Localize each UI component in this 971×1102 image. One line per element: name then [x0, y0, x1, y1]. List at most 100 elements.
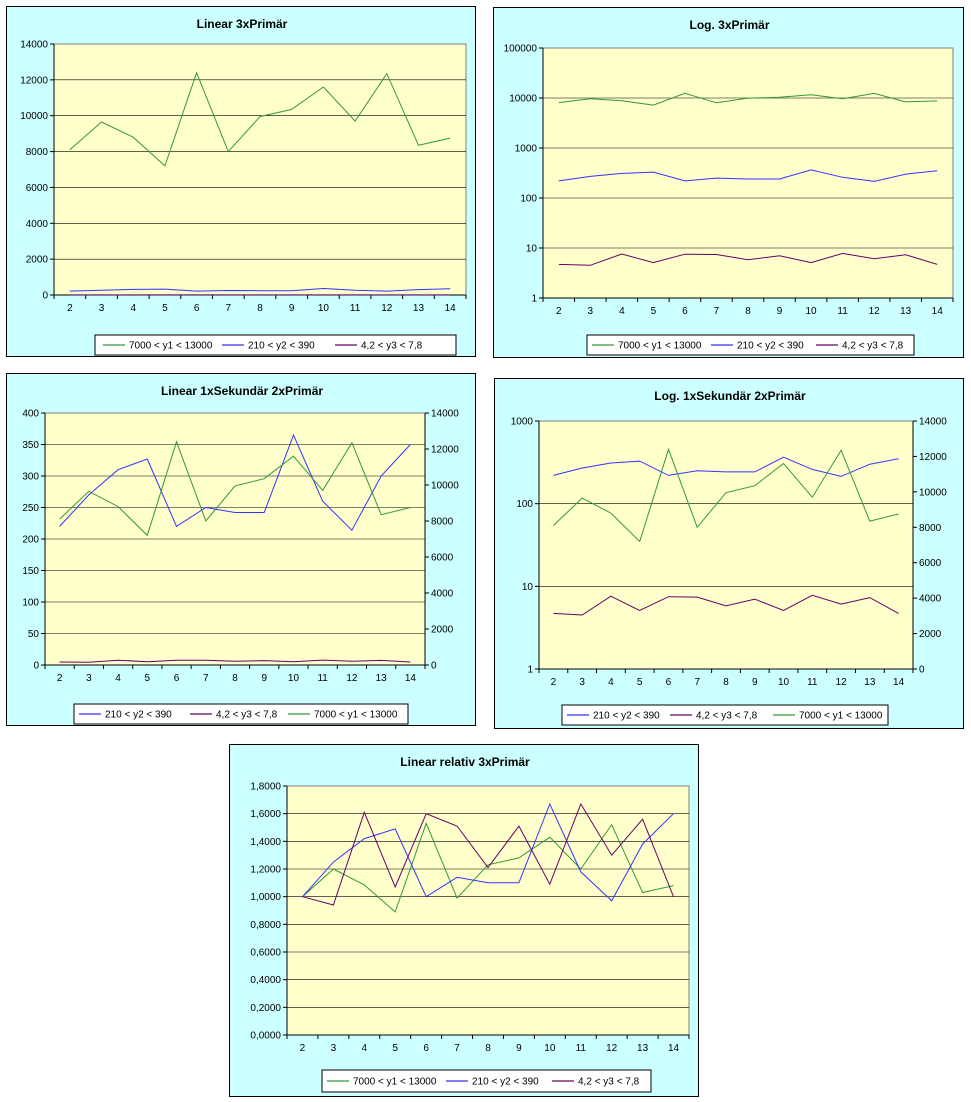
legend-label: 4,2 < y3 < 7,8 — [578, 1077, 640, 1088]
y-tick-label: 14000 — [20, 40, 48, 51]
y-tick-label: 10000 — [509, 94, 537, 105]
y-tick-label: 1 — [531, 294, 537, 305]
y-tick-label: 0 — [42, 291, 48, 302]
x-tick-label: 7 — [226, 303, 232, 314]
x-tick-label: 6 — [174, 673, 180, 684]
x-tick-label: 5 — [637, 677, 643, 688]
x-tick-label: 6 — [194, 303, 200, 314]
series-line — [558, 92, 938, 106]
legend-label: 4,2 < y3 < 7,8 — [361, 341, 423, 352]
x-tick-label: 9 — [777, 306, 783, 317]
x-tick-label: 5 — [651, 306, 657, 317]
legend — [321, 1069, 652, 1093]
y-tick-label: 1,6000 — [250, 809, 281, 820]
x-tick-label: 4 — [619, 306, 625, 317]
x-tick-label: 3 — [86, 673, 92, 684]
chart-linear-3xprimar-svg: Linear 3xPrimär 0 2000 4000 6000 8000 10000 120… — [20, 17, 467, 356]
legend-label: 4,2 < y3 < 7,8 — [696, 711, 758, 722]
x-tick-label: 11 — [317, 673, 328, 684]
x-tick-label: 11 — [837, 306, 848, 317]
x-tick-label: 2 — [556, 306, 562, 317]
x-tick-label: 13 — [376, 673, 388, 684]
y2-tick-label: 14000 — [431, 409, 459, 420]
chart-title: Log. 1xSekundär 2xPrimär — [654, 389, 806, 403]
series-line — [69, 287, 451, 292]
x-tick-label: 4 — [130, 303, 136, 314]
y-tick-label: 350 — [22, 440, 39, 451]
y2-tick-label: 4000 — [919, 594, 942, 605]
y2-tick-label: 12000 — [431, 445, 459, 456]
x-tick-label: 5 — [392, 1043, 398, 1054]
y-tick-label: 1,2000 — [250, 865, 281, 876]
y2-tick-label: 10000 — [919, 487, 947, 498]
y2-tick-label: 2000 — [919, 629, 942, 640]
series-line — [59, 659, 411, 663]
y2-tick-label: 2000 — [431, 625, 454, 636]
chart-title: Log. 3xPrimär — [689, 18, 769, 32]
chart-log-3xprimar: Log. 3xPrimär 1 10 100 1000 10000 100000 2 3 4 5 6 7… — [493, 7, 964, 358]
x-tick-label: 8 — [257, 303, 263, 314]
x-tick-label: 12 — [606, 1043, 618, 1054]
y-tick-label: 6000 — [26, 183, 49, 194]
chart-title: Linear 1xSekundär 2xPrimär — [161, 384, 323, 398]
y-tick-label: 300 — [22, 472, 39, 483]
x-tick-label: 8 — [745, 306, 751, 317]
series-line — [558, 169, 938, 182]
x-tick-label: 11 — [807, 677, 818, 688]
legend — [561, 704, 889, 726]
x-tick-label: 13 — [637, 1043, 649, 1054]
plot-area — [538, 420, 914, 670]
y-tick-label: 0,4000 — [250, 975, 281, 986]
y-tick-label: 8000 — [26, 147, 49, 158]
y2-tick-label: 14000 — [919, 417, 947, 428]
chart-linear-relativ: Linear relativ 3xPrimär 0,0000 0,2000 0,400… — [229, 744, 699, 1097]
series-line — [59, 433, 411, 532]
y-tick-label: 0,8000 — [250, 920, 281, 931]
x-tick-label: 14 — [445, 303, 457, 314]
y-tick-label: 10 — [526, 244, 538, 255]
x-tick-label: 7 — [454, 1043, 460, 1054]
legend-label: 7000 < y1 < 13000 — [799, 711, 883, 722]
x-tick-label: 8 — [485, 1043, 491, 1054]
legend-label: 210 < y2 < 390 — [248, 341, 315, 352]
series-line — [59, 440, 411, 537]
x-tick-label: 3 — [588, 306, 594, 317]
y2-tick-label: 0 — [431, 661, 437, 672]
series-line — [553, 594, 899, 616]
chart-log-3xprimar-svg: Log. 3xPrimär 1 10 100 1000 10000 100000 2 3 4 5 6 7… — [504, 18, 954, 356]
y-tick-label: 4000 — [26, 219, 49, 230]
x-tick-label: 3 — [99, 303, 105, 314]
x-tick-label: 10 — [288, 673, 300, 684]
x-tick-label: 9 — [261, 673, 267, 684]
x-tick-label: 9 — [752, 677, 758, 688]
legend-label: 7000 < y1 < 13000 — [618, 341, 702, 352]
x-tick-label: 7 — [203, 673, 209, 684]
x-tick-label: 4 — [362, 1043, 368, 1054]
x-tick-label: 4 — [608, 677, 614, 688]
y2-tick-label: 8000 — [431, 517, 454, 528]
x-tick-label: 8 — [723, 677, 729, 688]
chart-log-sekundar: Log. 1xSekundär 2xPrimär 1 10 100 1000 0 2000 4… — [494, 378, 964, 729]
y-tick-label: 1000 — [511, 417, 534, 428]
x-tick-label: 10 — [318, 303, 330, 314]
y-tick-label: 100000 — [504, 44, 538, 55]
x-tick-label: 13 — [413, 303, 425, 314]
y-tick-label: 0,6000 — [250, 948, 281, 959]
x-tick-label: 3 — [331, 1043, 337, 1054]
plot-area — [53, 43, 467, 296]
x-tick-label: 10 — [806, 306, 818, 317]
y2-tick-label: 6000 — [919, 558, 942, 569]
chart-linear-sekundar-svg: Linear 1xSekundär 2xPrimär05010015020025… — [22, 384, 459, 725]
x-tick-label: 9 — [289, 303, 295, 314]
x-tick-label: 6 — [666, 677, 672, 688]
x-tick-label: 7 — [714, 306, 720, 317]
legend-label: 4,2 < y3 < 7,8 — [216, 710, 278, 721]
legend-label: 7000 < y1 < 13000 — [353, 1077, 437, 1088]
y-tick-label: 1,0000 — [250, 892, 281, 903]
plot-area — [286, 785, 690, 1036]
series-line — [302, 802, 674, 902]
series-line — [553, 456, 899, 477]
x-tick-label: 2 — [300, 1043, 306, 1054]
y-tick-label: 0,2000 — [250, 1003, 281, 1014]
legend-label: 7000 < y1 < 13000 — [314, 710, 398, 721]
